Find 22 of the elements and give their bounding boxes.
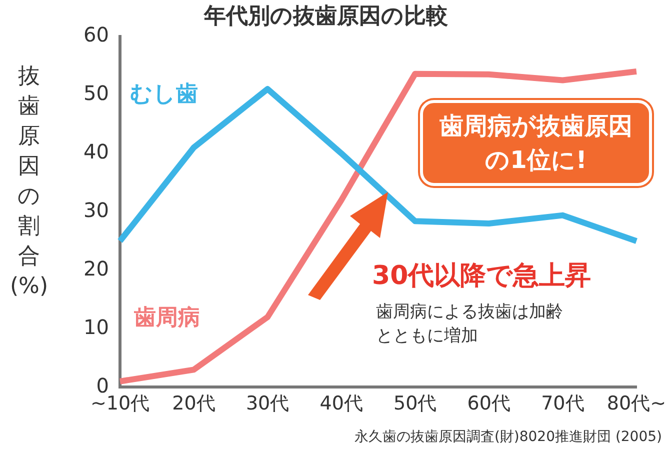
- annotation: 歯周病が抜歯原因の1位に!: [438, 111, 634, 176]
- x-tick-label: 50代: [394, 392, 437, 415]
- text: 永久歯の抜歯原因調査(財)8020推進財団 (2005): [354, 428, 662, 446]
- x-tick-label: 20代: [172, 392, 216, 415]
- y-axis-title: 抜歯原因の割合(%): [8, 63, 50, 301]
- y-tick-label: 40: [84, 140, 109, 164]
- x-tick-label: 70代: [541, 392, 584, 415]
- series-label: むし歯: [130, 82, 198, 108]
- y-tick-label: 50: [84, 81, 109, 106]
- x-tick-label: 60代: [467, 392, 510, 415]
- annotation: 歯周病による抜歯は加齢とともに増加: [376, 301, 564, 348]
- x-tick-label: 80代~: [606, 392, 666, 415]
- callout-box: 歯周病が抜歯原因の1位に!: [420, 100, 652, 186]
- y-tick-label: 60: [84, 22, 109, 47]
- x-tick-label: 40代: [320, 392, 363, 415]
- annotation: 30代以降で急上昇: [372, 260, 592, 293]
- y-tick-label: 20: [84, 256, 109, 280]
- series-label: 歯周病: [132, 306, 200, 331]
- x-tick-label: 30代: [246, 392, 290, 415]
- chart-title: 年代別の抜歯原因の比較: [203, 4, 449, 29]
- y-tick-label: 10: [84, 314, 109, 339]
- y-tick-label: 30: [84, 198, 109, 222]
